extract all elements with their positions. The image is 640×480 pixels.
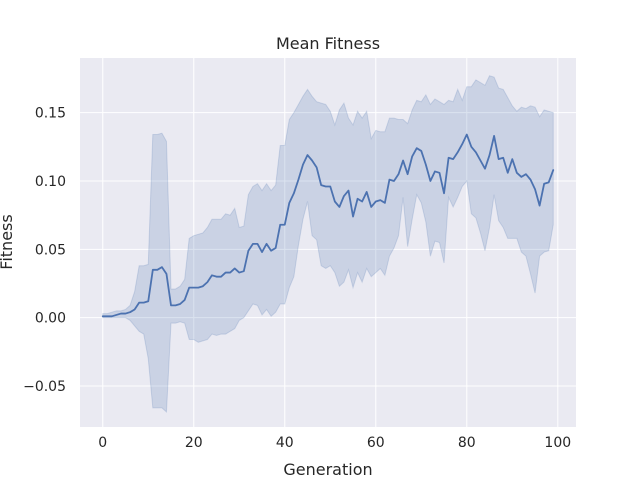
x-tick-label: 60 — [367, 435, 385, 451]
plot-background — [80, 58, 576, 427]
grid — [80, 58, 576, 427]
x-tick-label: 80 — [458, 435, 476, 451]
y-tick-label: 0.10 — [35, 174, 66, 190]
chart-title: Mean Fitness — [276, 34, 380, 53]
x-tick-label: 40 — [276, 435, 294, 451]
x-axis-label: Generation — [283, 460, 372, 479]
tick-labels: 0 20 40 60 80 100 −0.05 0.00 0.05 0.10 0.15 — [23, 106, 571, 451]
confidence-band — [102, 75, 554, 414]
y-tick-label: −0.05 — [23, 379, 66, 395]
x-tick-label: 100 — [544, 435, 571, 451]
x-tick-label: 20 — [185, 435, 203, 451]
series-line-layer — [101, 133, 555, 318]
confidence-band-layer — [102, 75, 554, 414]
y-axis-label: Fitness — [0, 214, 16, 269]
y-tick-label: 0.00 — [35, 311, 66, 327]
x-tick-label: 0 — [98, 435, 107, 451]
y-tick-label: 0.05 — [35, 242, 66, 258]
y-tick-label: 0.15 — [35, 106, 66, 122]
series-line — [101, 133, 555, 318]
